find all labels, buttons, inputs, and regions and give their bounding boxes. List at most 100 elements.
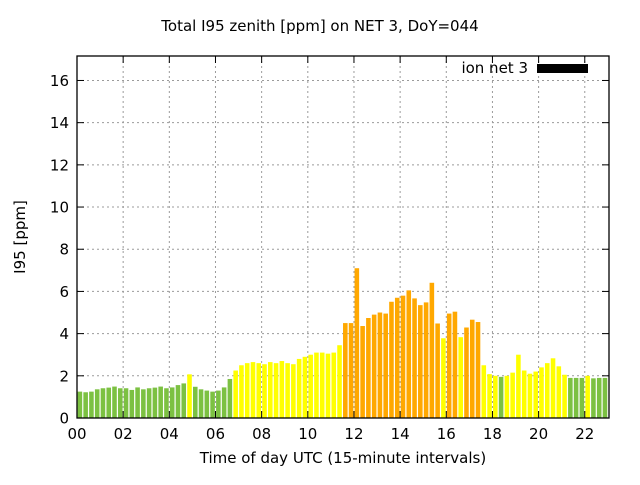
- bar: [562, 374, 567, 418]
- bar: [579, 377, 585, 418]
- y-axis-label: I95 [ppm]: [11, 200, 29, 274]
- bar: [204, 390, 210, 418]
- bar: [337, 345, 342, 418]
- bar: [469, 319, 475, 418]
- y-tick-label: 0: [59, 410, 69, 428]
- bar: [539, 367, 544, 418]
- bar: [221, 387, 227, 418]
- bar: [158, 386, 163, 418]
- bar: [239, 365, 244, 418]
- bar: [146, 388, 152, 418]
- bar: [164, 388, 169, 418]
- x-tick-label: 22: [575, 425, 594, 443]
- bar: [135, 387, 140, 418]
- bar: [464, 327, 469, 418]
- bar: [325, 353, 331, 418]
- x-tick-label: 12: [344, 425, 363, 443]
- bar: [100, 388, 106, 418]
- bar: [129, 389, 135, 418]
- bar: [262, 364, 267, 418]
- bar: [244, 363, 250, 418]
- bar: [268, 362, 273, 418]
- legend: ion net 3: [461, 59, 588, 77]
- bar: [296, 358, 302, 418]
- bar: [377, 312, 383, 418]
- bar: [510, 372, 515, 418]
- bar: [314, 352, 319, 418]
- bar: [210, 391, 215, 418]
- bar: [302, 356, 308, 418]
- bar: [77, 391, 83, 418]
- bar: [354, 268, 360, 418]
- bar: [216, 390, 221, 418]
- bar: [256, 363, 262, 418]
- bar: [394, 297, 400, 418]
- bar: [533, 371, 539, 418]
- x-tick-label: 04: [160, 425, 179, 443]
- y-tick-label: 6: [59, 283, 69, 301]
- bar: [550, 358, 556, 418]
- bar: [175, 385, 181, 418]
- bar: [568, 377, 573, 418]
- bar: [94, 389, 100, 418]
- bar: [556, 366, 562, 418]
- bar: [452, 311, 458, 418]
- x-tick-label: 06: [206, 425, 225, 443]
- x-tick-label: 14: [391, 425, 410, 443]
- bar: [112, 386, 117, 418]
- bar: [273, 363, 279, 418]
- bar: [117, 388, 123, 418]
- bar: [285, 363, 290, 418]
- bar: [418, 305, 423, 418]
- y-tick-label: 4: [59, 325, 69, 343]
- bar: [493, 375, 498, 418]
- x-tick-label: 16: [437, 425, 456, 443]
- bar: [152, 387, 158, 418]
- bar: [585, 375, 590, 418]
- bar: [412, 298, 417, 418]
- bar: [504, 375, 510, 418]
- bar: [141, 389, 146, 418]
- bar: [169, 387, 175, 418]
- bar: [198, 389, 204, 418]
- x-axis-label: Time of day UTC (15-minute intervals): [199, 449, 486, 467]
- x-tick-label: 00: [67, 425, 86, 443]
- bar: [89, 391, 94, 418]
- y-tick-label: 10: [50, 199, 69, 217]
- bar: [481, 365, 487, 418]
- bar: [487, 374, 492, 418]
- bar: [106, 387, 112, 418]
- x-tick-label: 10: [298, 425, 317, 443]
- bar: [233, 370, 238, 418]
- bar: [446, 313, 452, 418]
- bar: [181, 383, 187, 418]
- y-tick-label: 8: [59, 241, 69, 259]
- bar: [458, 337, 463, 418]
- bar: [360, 326, 365, 418]
- bar: [516, 354, 521, 418]
- bar: [383, 313, 388, 418]
- bar: [596, 377, 602, 418]
- bars: [77, 268, 608, 418]
- bar: [441, 338, 446, 418]
- bar: [544, 363, 550, 418]
- bar: [602, 377, 608, 418]
- bar: [498, 376, 504, 418]
- chart-title: Total I95 zenith [ppm] on NET 3, DoY=044: [160, 17, 478, 35]
- bar: [193, 386, 198, 418]
- bar: [319, 352, 325, 418]
- bar: [435, 323, 440, 418]
- y-tick-label: 16: [50, 72, 69, 90]
- bar: [348, 323, 354, 418]
- plot-border-and-ticks: [76, 55, 610, 419]
- bar: [475, 322, 481, 418]
- x-tick-label: 18: [483, 425, 502, 443]
- y-tick-label: 14: [50, 114, 69, 132]
- bar: [371, 314, 377, 418]
- legend-label: ion net 3: [461, 59, 528, 77]
- bar: [423, 302, 429, 418]
- bar: [366, 318, 371, 418]
